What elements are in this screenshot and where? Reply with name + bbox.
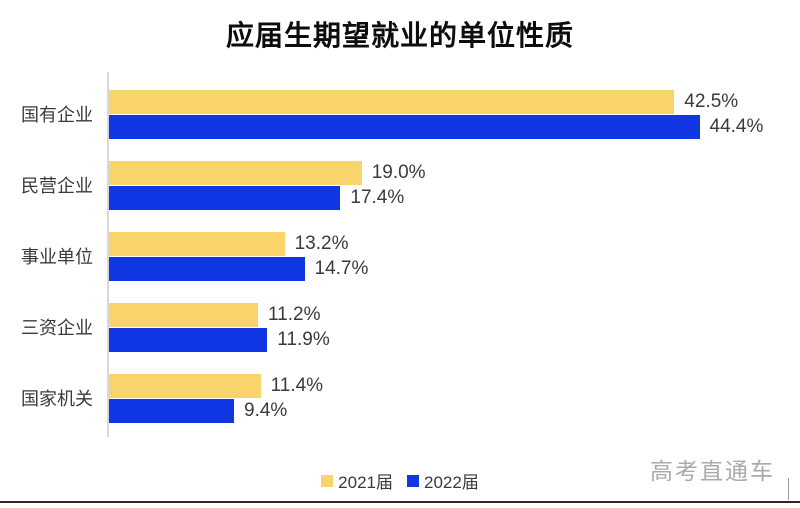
category-label: 民营企业 bbox=[21, 176, 93, 196]
watermark: 高考直通车 bbox=[650, 458, 775, 484]
bar-series-2021 bbox=[109, 161, 362, 185]
bar-series-2022 bbox=[109, 186, 341, 210]
bar-series-2022 bbox=[109, 115, 700, 139]
cursor-artifact bbox=[788, 478, 789, 500]
legend-swatch-2022 bbox=[407, 474, 419, 487]
category-label: 事业单位 bbox=[21, 247, 93, 267]
category-label: 国有企业 bbox=[21, 105, 93, 125]
plot-area: 42.5% 44.4% 19.0% 17.4% 13.2% 14.7% 11.2% 11.9%… bbox=[107, 72, 777, 437]
category-label: 国家机关 bbox=[21, 389, 93, 409]
bar-series-2022 bbox=[109, 399, 234, 423]
legend-label-2022: 2022届 bbox=[424, 473, 479, 492]
bar-group: 11.2% 11.9% bbox=[109, 303, 777, 353]
bar-series-2021 bbox=[109, 90, 675, 114]
bar-series-2022 bbox=[109, 257, 305, 281]
legend: 2021届 2022届 bbox=[0, 468, 800, 493]
legend-item-2021: 2021届 bbox=[321, 468, 393, 493]
legend-swatch-2021 bbox=[321, 474, 334, 487]
legend-label-2021: 2021届 bbox=[338, 473, 393, 492]
value-label: 44.4% bbox=[709, 116, 764, 137]
bar-series-2021 bbox=[109, 374, 261, 398]
legend-item-2022: 2022届 bbox=[407, 468, 479, 493]
value-label: 14.7% bbox=[314, 258, 369, 279]
bar-group: 42.5% 44.4% bbox=[109, 90, 777, 140]
value-label: 13.2% bbox=[294, 233, 349, 254]
value-label: 19.0% bbox=[371, 162, 426, 183]
bottom-divider bbox=[0, 501, 800, 503]
bar-group: 13.2% 14.7% bbox=[109, 232, 777, 282]
bar-series-2021 bbox=[109, 232, 285, 256]
value-label: 9.4% bbox=[244, 400, 288, 421]
bar-series-2022 bbox=[109, 328, 268, 352]
bar-series-2021 bbox=[109, 303, 258, 327]
value-label: 11.4% bbox=[270, 375, 324, 396]
value-label: 42.5% bbox=[684, 91, 739, 112]
bar-group: 19.0% 17.4% bbox=[109, 161, 777, 211]
value-label: 11.9% bbox=[277, 329, 330, 350]
value-label: 11.2% bbox=[268, 304, 321, 325]
bar-group: 11.4% 9.4% bbox=[109, 374, 777, 424]
value-label: 17.4% bbox=[350, 187, 405, 208]
chart-title: 应届生期望就业的单位性质 bbox=[225, 20, 574, 51]
category-label: 三资企业 bbox=[21, 318, 93, 338]
